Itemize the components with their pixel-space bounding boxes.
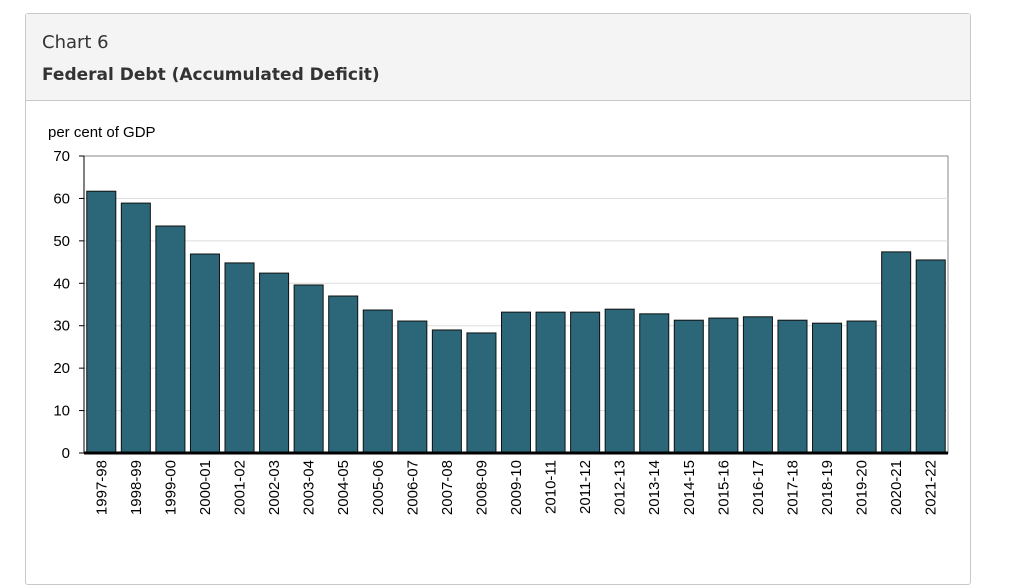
chart-label: Chart 6: [42, 32, 109, 53]
x-tick-label: 2020-21: [888, 460, 905, 515]
y-tick-label: 30: [53, 318, 70, 335]
card-header: Chart 6 Federal Debt (Accumulated Defici…: [26, 14, 970, 101]
x-tick-label: 2009-10: [508, 460, 525, 515]
bar: [86, 190, 117, 454]
x-tick-label: 2001-02: [232, 460, 249, 515]
bar: [673, 319, 704, 454]
bar: [604, 308, 635, 454]
bar: [189, 253, 220, 454]
x-tick-label: 2019-20: [854, 460, 871, 515]
y-tick-label: 0: [62, 445, 70, 462]
bar: [155, 225, 186, 454]
x-tick-label: 2008-09: [473, 460, 490, 515]
bar: [328, 295, 359, 454]
y-tick-label: 40: [53, 275, 70, 292]
x-tick-label: 2021-22: [923, 460, 940, 515]
x-tick-label: 2000-01: [197, 460, 214, 515]
bar: [881, 251, 912, 454]
bar: [293, 284, 324, 454]
y-tick-label: 50: [53, 233, 70, 250]
x-tick-label: 2007-08: [439, 460, 456, 515]
bar: [742, 316, 773, 454]
bar: [915, 259, 946, 454]
x-tick-label: 1998-99: [128, 460, 145, 515]
bar: [120, 202, 151, 454]
bar: [224, 262, 255, 454]
x-tick-label: 2003-04: [301, 460, 318, 515]
x-tick-label: 2016-17: [750, 460, 767, 515]
x-tick-label: 2002-03: [266, 460, 283, 515]
bar: [639, 313, 670, 454]
x-tick-label: 2010-11: [543, 460, 560, 514]
x-tick-label: 2011-12: [577, 460, 594, 514]
x-tick-label: 2012-13: [612, 460, 629, 515]
bar-chart: per cent of GDP 0 10 20 30 40 50 60 70 1997-98 19…: [48, 124, 949, 515]
x-tick-label: 2006-07: [404, 460, 421, 515]
bar: [362, 309, 393, 454]
bar: [708, 317, 739, 454]
y-axis-label: per cent of GDP: [48, 124, 156, 141]
x-tick-label: 2015-16: [715, 460, 732, 515]
bar: [466, 332, 497, 454]
bar: [535, 311, 566, 454]
y-tick-label: 60: [53, 190, 70, 207]
bar: [846, 320, 877, 454]
y-tick-label: 70: [53, 148, 70, 165]
y-tick-label: 10: [53, 403, 70, 420]
y-tick-label: 20: [53, 360, 70, 377]
x-tick-label: 2014-15: [681, 460, 698, 515]
bar: [397, 320, 428, 454]
x-tick-label: 1999-00: [162, 460, 179, 515]
x-tick-label: 2004-05: [335, 460, 352, 515]
bar: [500, 311, 532, 454]
bar: [812, 322, 843, 454]
x-tick-label: 2018-19: [819, 460, 836, 515]
chart-title: Federal Debt (Accumulated Deficit): [42, 65, 380, 85]
bar: [570, 311, 601, 454]
bar: [777, 319, 808, 454]
x-tick-label: 2017-18: [784, 460, 801, 515]
x-tick-label: 1997-98: [93, 460, 110, 515]
bar: [431, 329, 462, 454]
x-tick-label: 2005-06: [370, 460, 387, 515]
bar: [259, 272, 290, 454]
x-tick-label: 2013-14: [646, 460, 663, 515]
